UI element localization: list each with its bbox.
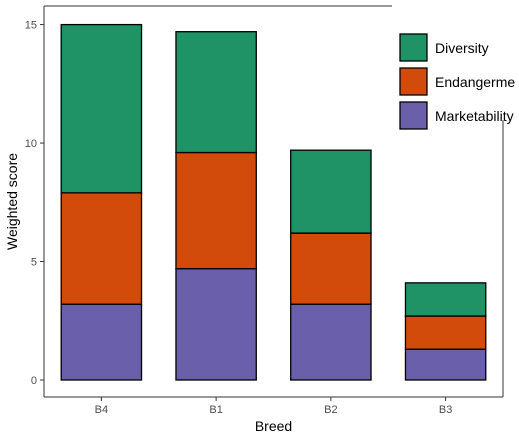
bar-segment <box>61 193 141 304</box>
y-tick-label: 15 <box>25 20 37 32</box>
bar-segment <box>291 304 371 380</box>
bar-segment <box>405 349 485 380</box>
legend-key <box>400 102 427 129</box>
legend: Diversity Endangerme Marketability <box>392 18 519 129</box>
y-tick-label: 10 <box>25 138 37 150</box>
x-tick-label: B4 <box>95 404 108 416</box>
y-tick-label: 0 <box>31 375 37 387</box>
x-tick-label: B3 <box>439 404 452 416</box>
bar-segment <box>291 150 371 233</box>
x-tick-label: B1 <box>209 404 222 416</box>
legend-key <box>400 68 427 95</box>
y-tick-label: 5 <box>31 257 37 269</box>
bar-segment <box>405 316 485 349</box>
bar-segment <box>176 269 256 380</box>
x-axis-title: Breed <box>255 418 292 434</box>
legend-key <box>400 34 427 61</box>
bar-segment <box>61 25 141 193</box>
bar-segment <box>176 153 256 269</box>
bar-segment <box>176 32 256 153</box>
y-axis-title: Weighted score <box>4 153 20 250</box>
legend-label: Marketability <box>435 108 514 124</box>
x-tick-label: B2 <box>324 404 337 416</box>
legend-label: Diversity <box>435 40 489 56</box>
bar-segment <box>61 304 141 380</box>
bar-segment <box>291 233 371 304</box>
legend-label: Endangerme <box>435 74 515 90</box>
bar-segment <box>405 283 485 316</box>
